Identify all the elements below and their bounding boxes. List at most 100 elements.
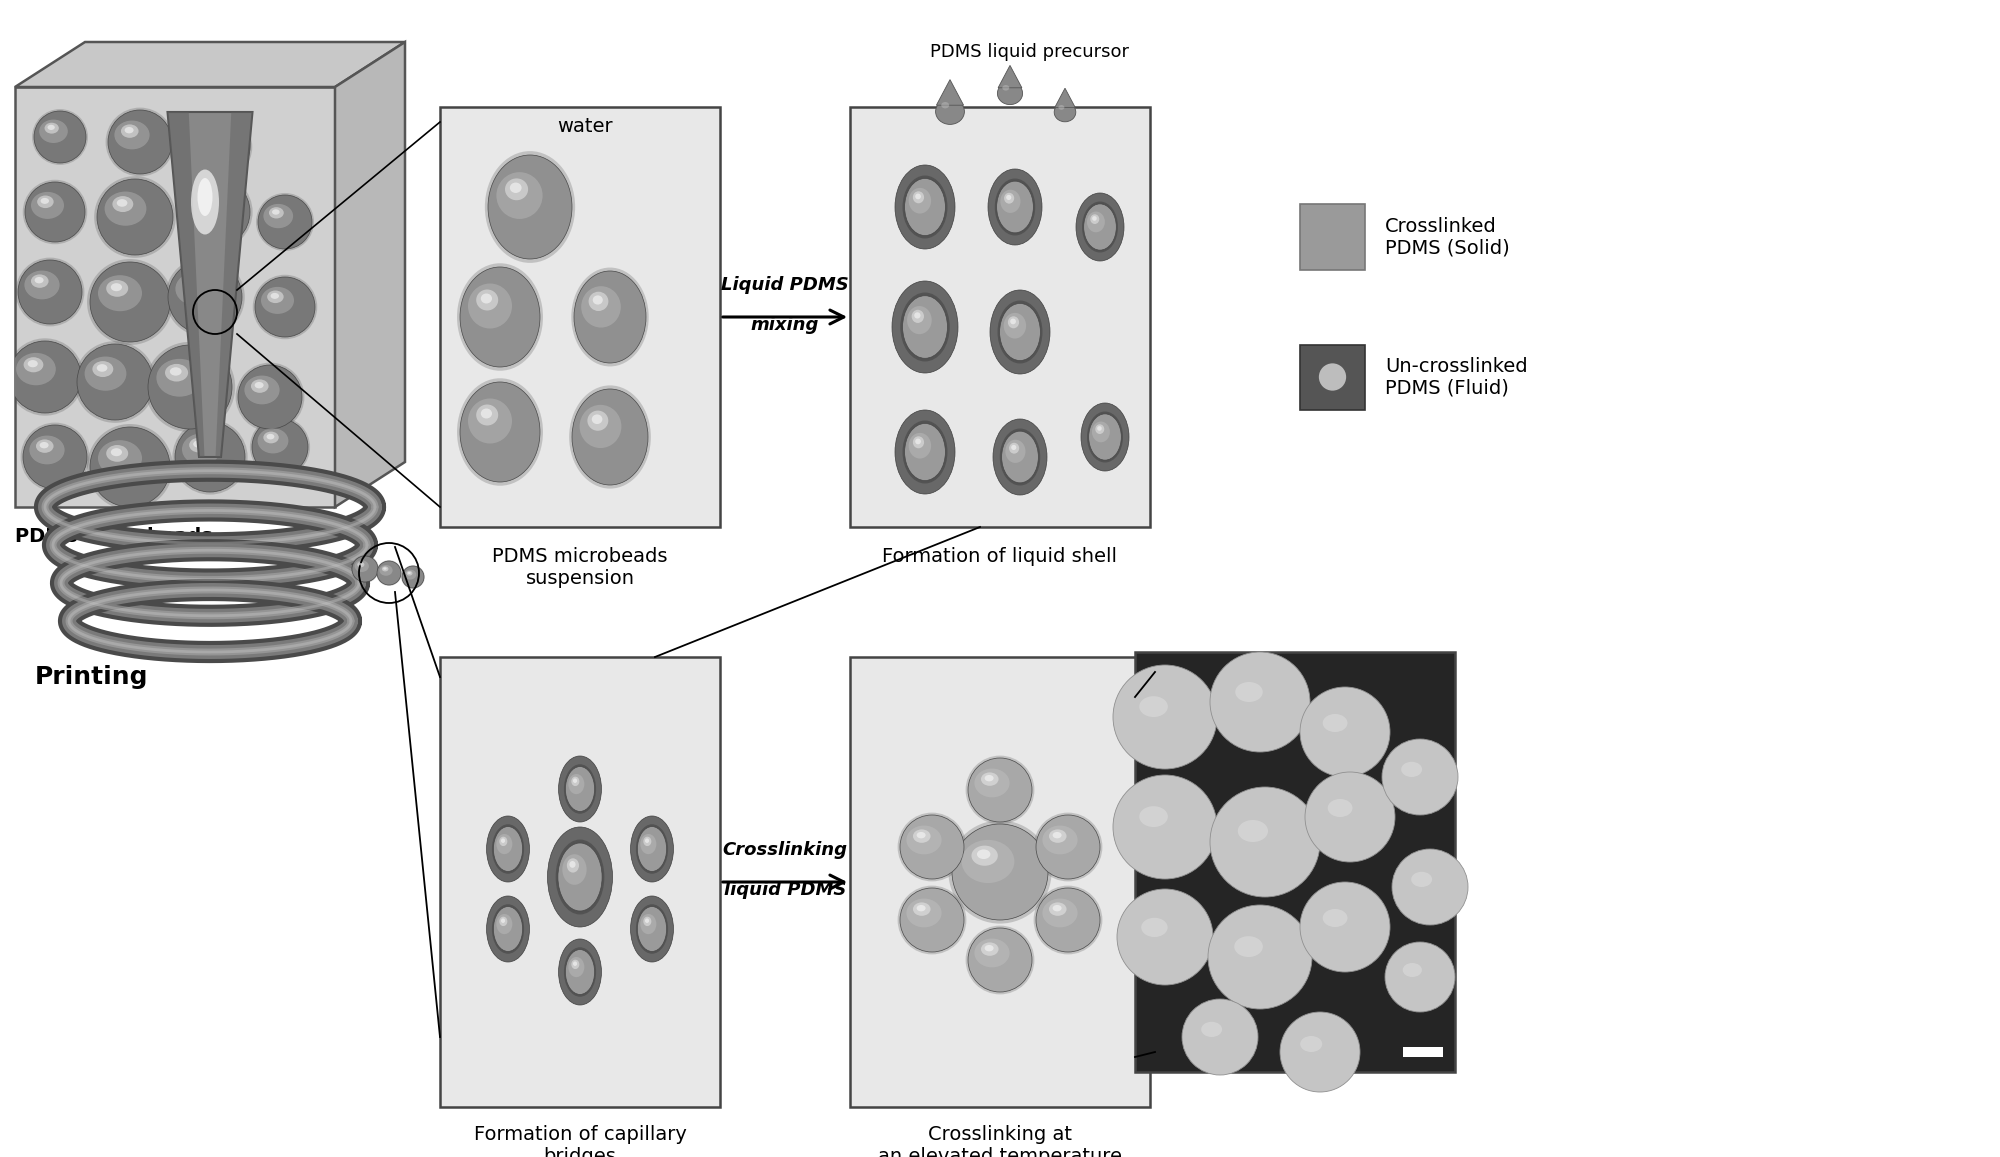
Ellipse shape <box>272 209 280 215</box>
Ellipse shape <box>124 127 134 133</box>
Bar <box>440 657 720 1107</box>
Ellipse shape <box>1142 918 1168 937</box>
Ellipse shape <box>256 193 314 251</box>
Ellipse shape <box>1002 84 1010 90</box>
Ellipse shape <box>1084 204 1116 250</box>
Ellipse shape <box>22 179 88 244</box>
Ellipse shape <box>558 939 602 1005</box>
Ellipse shape <box>998 82 1022 104</box>
Bar <box>440 106 720 526</box>
Ellipse shape <box>352 557 378 582</box>
Ellipse shape <box>1116 889 1212 985</box>
Ellipse shape <box>562 854 586 885</box>
Ellipse shape <box>588 411 608 430</box>
Ellipse shape <box>252 419 308 476</box>
Ellipse shape <box>900 815 964 879</box>
Ellipse shape <box>1052 832 1062 839</box>
Ellipse shape <box>90 427 170 507</box>
Ellipse shape <box>16 353 56 385</box>
Ellipse shape <box>1000 190 1020 213</box>
Ellipse shape <box>644 837 652 846</box>
Ellipse shape <box>476 289 498 310</box>
Ellipse shape <box>1004 312 1026 339</box>
Ellipse shape <box>358 562 364 567</box>
Ellipse shape <box>380 565 392 576</box>
Text: PDMS microbeads
suspension: PDMS microbeads suspension <box>492 547 668 588</box>
Ellipse shape <box>1082 201 1118 252</box>
Ellipse shape <box>572 779 578 783</box>
Ellipse shape <box>6 338 84 415</box>
Bar <box>1136 653 1456 1073</box>
Ellipse shape <box>1112 665 1216 769</box>
Ellipse shape <box>1000 303 1040 361</box>
Ellipse shape <box>998 301 1042 363</box>
Text: Crosslinking at
an elevated temperature: Crosslinking at an elevated temperature <box>878 1125 1122 1157</box>
Ellipse shape <box>114 120 150 149</box>
Ellipse shape <box>18 260 82 324</box>
Text: PDMS liquid precursor: PDMS liquid precursor <box>930 43 1130 61</box>
Ellipse shape <box>198 196 208 202</box>
Ellipse shape <box>572 959 580 970</box>
Ellipse shape <box>40 442 48 449</box>
Ellipse shape <box>492 905 524 953</box>
Ellipse shape <box>1034 885 1102 955</box>
Ellipse shape <box>258 428 288 454</box>
Ellipse shape <box>494 826 522 871</box>
Ellipse shape <box>1392 849 1468 924</box>
Ellipse shape <box>98 275 142 311</box>
Ellipse shape <box>638 907 666 951</box>
Ellipse shape <box>252 274 318 339</box>
Ellipse shape <box>74 341 156 422</box>
Ellipse shape <box>1036 889 1100 952</box>
Ellipse shape <box>476 405 498 426</box>
Ellipse shape <box>1098 426 1102 430</box>
Ellipse shape <box>110 283 122 292</box>
Ellipse shape <box>572 776 580 786</box>
Ellipse shape <box>144 341 236 433</box>
Ellipse shape <box>238 364 302 429</box>
Ellipse shape <box>916 439 920 444</box>
Ellipse shape <box>94 176 176 258</box>
Ellipse shape <box>1058 105 1064 110</box>
Ellipse shape <box>202 131 218 143</box>
Polygon shape <box>16 42 404 87</box>
Ellipse shape <box>90 261 170 342</box>
Ellipse shape <box>1234 936 1262 957</box>
Ellipse shape <box>908 187 932 214</box>
Ellipse shape <box>588 292 608 311</box>
Ellipse shape <box>1322 909 1348 927</box>
Bar <box>850 657 1150 1107</box>
Ellipse shape <box>180 177 250 246</box>
Ellipse shape <box>16 258 84 326</box>
Ellipse shape <box>480 294 492 303</box>
Ellipse shape <box>408 572 410 574</box>
Ellipse shape <box>1112 775 1216 879</box>
Ellipse shape <box>638 826 666 871</box>
Ellipse shape <box>912 830 930 842</box>
Ellipse shape <box>510 183 522 193</box>
Ellipse shape <box>254 382 264 389</box>
Ellipse shape <box>496 834 512 854</box>
Ellipse shape <box>974 768 1010 797</box>
Text: Liquid PDMS: Liquid PDMS <box>722 277 848 294</box>
Ellipse shape <box>1140 806 1168 827</box>
Ellipse shape <box>1034 812 1102 882</box>
Ellipse shape <box>900 293 950 361</box>
Ellipse shape <box>966 926 1034 994</box>
Ellipse shape <box>500 916 508 926</box>
Ellipse shape <box>906 826 942 854</box>
Ellipse shape <box>1012 444 1016 450</box>
Ellipse shape <box>892 281 958 373</box>
Ellipse shape <box>1088 414 1122 460</box>
Ellipse shape <box>456 264 544 370</box>
Ellipse shape <box>900 294 950 361</box>
Ellipse shape <box>1238 820 1268 842</box>
Ellipse shape <box>1010 443 1020 454</box>
Ellipse shape <box>992 419 1048 495</box>
Ellipse shape <box>76 344 152 420</box>
Ellipse shape <box>984 775 994 781</box>
Ellipse shape <box>1236 681 1262 702</box>
Ellipse shape <box>194 441 204 448</box>
Ellipse shape <box>24 425 88 489</box>
Ellipse shape <box>106 280 128 297</box>
